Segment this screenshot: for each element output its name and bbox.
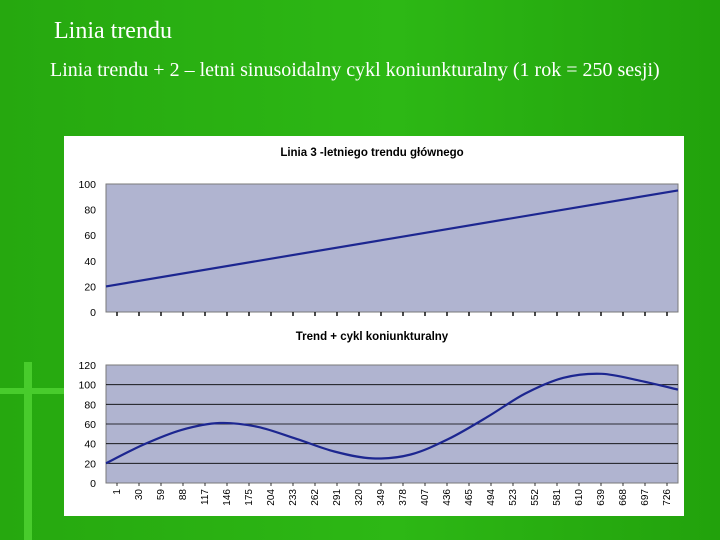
y-tick-label: 80 [84, 205, 96, 217]
decorative-stripe-vertical [24, 362, 32, 540]
x-tick-label: 494 [486, 489, 497, 506]
slide-title: Linia trendu [54, 18, 172, 44]
x-tick-label: 349 [376, 489, 387, 506]
series-line-1-1 [105, 189, 679, 288]
y-tick-label: 100 [78, 380, 96, 392]
x-tick-label: 291 [332, 489, 343, 506]
y-tick-label: 120 [78, 360, 96, 372]
x-tick-label: 552 [530, 489, 541, 506]
y-tick-label: 80 [84, 399, 96, 411]
y-tick-label: 20 [84, 458, 96, 470]
x-tick-label: 407 [420, 489, 431, 506]
decorative-stripe-horizontal [0, 388, 64, 394]
chart-panel: Linia 3 -letniego trendu głównego 0 20 40 60… [64, 136, 684, 516]
y-tick-label: 0 [90, 307, 96, 319]
x-tick-label: 175 [244, 489, 255, 506]
chart-title-1: Linia 3 -letniego trendu głównego [280, 147, 463, 159]
x-tick-label: 233 [288, 489, 299, 506]
x-tick-label: 378 [398, 489, 409, 506]
x-tick-label: 581 [552, 489, 563, 506]
x-tick-label: 697 [640, 489, 651, 506]
x-tick-label: 668 [618, 489, 629, 506]
y-tick-label: 40 [84, 256, 96, 268]
charts-svg: Linia 3 -letniego trendu głównego0204060… [78, 147, 679, 506]
y-tick-label: 20 [84, 281, 96, 293]
x-tick-label: 465 [464, 489, 475, 506]
plot-area-1 [105, 183, 679, 313]
slide-subtitle: Linia trendu + 2 – letni sinusoidalny cy… [50, 59, 660, 81]
y-tick-label: 100 [78, 179, 96, 191]
x-tick-label: 639 [596, 489, 607, 506]
y-tick-label: 60 [84, 419, 96, 431]
x-tick-label: 262 [310, 489, 321, 506]
x-tick-label: 146 [222, 489, 233, 506]
series-line-2-1 [105, 372, 679, 465]
x-tick-label: 59 [156, 489, 167, 501]
x-tick-label: 726 [662, 489, 673, 506]
x-tick-label: 117 [200, 489, 211, 505]
x-tick-label: 610 [574, 489, 585, 506]
x-tick-label: 436 [442, 489, 453, 506]
chart-title-2: Trend + cykl koniunkturalny [296, 331, 449, 343]
x-tick-label: 1 [112, 489, 123, 495]
y-tick-label: 0 [90, 478, 96, 490]
x-tick-label: 320 [354, 489, 365, 506]
y-tick-label: 40 [84, 439, 96, 451]
x-tick-label: 88 [178, 489, 189, 501]
x-tick-label: 523 [508, 489, 519, 506]
x-tick-label: 204 [266, 489, 277, 506]
x-tick-label: 30 [134, 489, 145, 501]
y-tick-label: 60 [84, 230, 96, 242]
